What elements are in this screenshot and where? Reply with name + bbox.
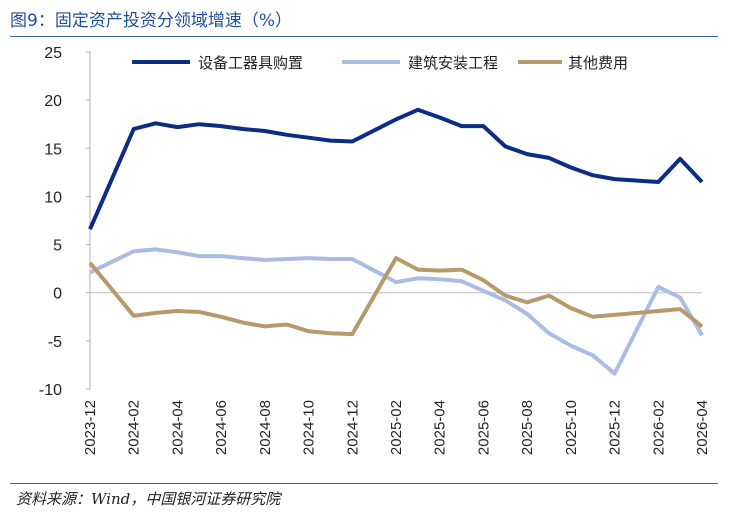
legend-label-0: 设备工器具购置 [198, 54, 303, 72]
x-tick-label: 2025-04 [432, 400, 449, 455]
x-axis: 2023-12 2024-02 2024-04 2024-06 2024-08 2024-… [82, 292, 711, 455]
y-tick-label: -5 [48, 334, 62, 351]
chart-legend: 设备工器具购置 建筑安装工程 其他费用 [132, 54, 628, 72]
x-tick-label: 2024-04 [169, 400, 186, 455]
y-axis: 25 20 15 10 5 0 -5 -10 [39, 45, 91, 399]
x-tick-label: 2024-08 [257, 400, 274, 455]
title-underline [10, 36, 718, 37]
x-tick-label: 2024-10 [301, 400, 318, 455]
footer-rule [10, 483, 718, 484]
x-tick-label: 2025-06 [475, 400, 492, 455]
source-note: 资料来源：Wind，中国银河证券研究院 [16, 490, 281, 508]
series-line-1 [89, 247, 704, 376]
y-tick-label: -10 [39, 382, 62, 399]
legend-label-2: 其他费用 [568, 54, 628, 72]
y-tick-label: 5 [53, 238, 62, 255]
x-tick-label: 2025-10 [563, 400, 580, 455]
x-tick-label: 2024-12 [344, 400, 361, 455]
series-line-2 [88, 256, 704, 337]
series-line-0 [88, 107, 704, 230]
x-tick-label: 2025-12 [607, 400, 624, 455]
legend-label-1: 建筑安装工程 [408, 54, 498, 72]
x-tick-label: 2025-02 [388, 400, 405, 455]
y-tick-label: 20 [44, 93, 62, 110]
figure-title: 图9：固定资产投资分领域增速（%） [10, 11, 292, 31]
x-tick-label: 2024-02 [126, 400, 143, 455]
y-tick-label: 10 [44, 189, 62, 206]
x-tick-label: 2025-08 [519, 400, 536, 455]
y-tick-label: 15 [44, 141, 62, 158]
x-tick-label: 2026-04 [694, 400, 711, 455]
y-tick-label: 0 [53, 286, 62, 303]
x-tick-label: 2023-12 [82, 400, 99, 455]
x-tick-label: 2026-02 [650, 400, 667, 455]
x-tick-label: 2024-06 [213, 400, 230, 455]
y-tick-label: 25 [44, 45, 62, 62]
series-group [88, 107, 704, 376]
